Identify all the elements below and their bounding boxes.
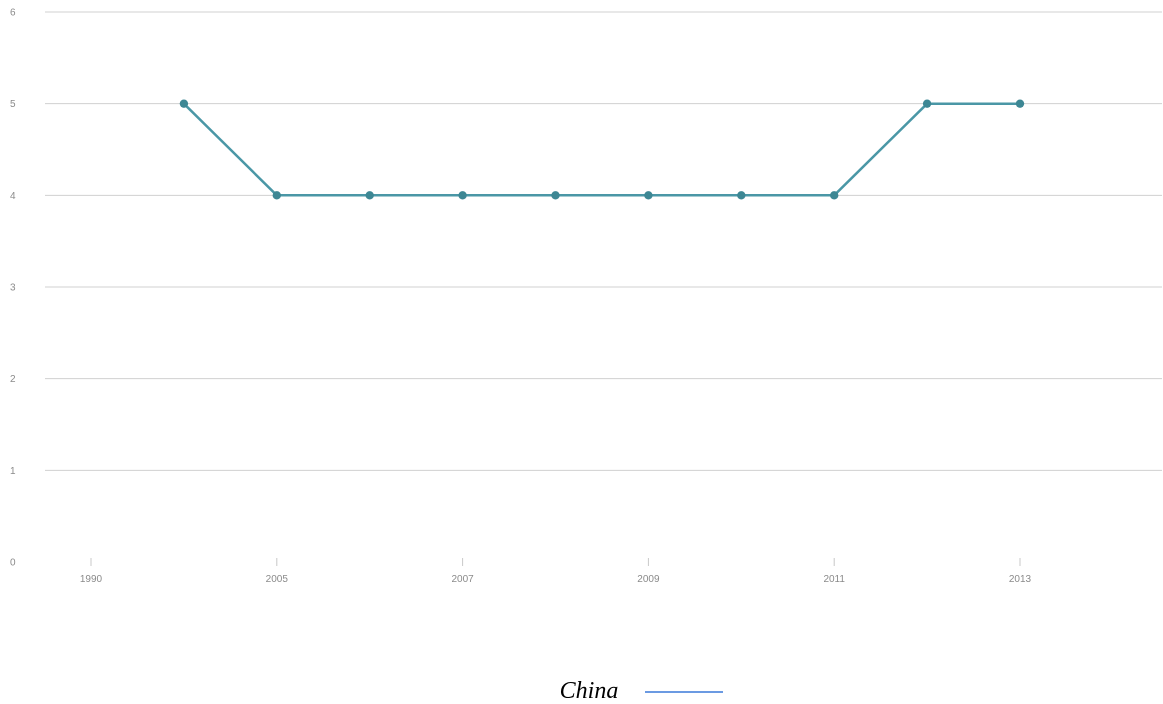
x-tick-label: 2011	[823, 574, 845, 585]
series-line-china	[183, 102, 1020, 197]
data-point-2010[interactable]	[737, 191, 746, 200]
data-point-2006[interactable]	[365, 191, 374, 200]
y-tick-label: 5	[10, 99, 16, 110]
y-tick-label: 4	[10, 191, 16, 202]
data-point-2013[interactable]	[1015, 99, 1025, 108]
data-point-2005[interactable]	[272, 191, 281, 200]
data-point-2007[interactable]	[458, 191, 467, 200]
data-point-2008[interactable]	[551, 191, 560, 200]
x-axis: 1990 2005 2007 2009 2011 2013	[80, 558, 1032, 585]
grid-layer	[45, 11, 1162, 471]
x-tick-label: 2005	[266, 574, 289, 585]
y-tick-label: 3	[10, 283, 16, 294]
x-tick-label: 2013	[1009, 574, 1032, 585]
legend-label: China	[560, 678, 619, 704]
data-point-2009[interactable]	[644, 191, 653, 200]
data-point-2004[interactable]	[179, 99, 189, 108]
y-tick-label: 2	[10, 374, 16, 385]
y-tick-label: 6	[10, 8, 16, 19]
x-tick-label: 1990	[80, 574, 103, 585]
x-tick-label: 2009	[637, 574, 660, 585]
series-layer	[179, 99, 1025, 200]
y-tick-label: 0	[10, 558, 16, 569]
y-tick-label: 1	[10, 466, 16, 477]
legend: China	[560, 678, 723, 704]
y-axis: 0 1 2 3 4 5 6	[10, 8, 16, 569]
data-point-2012[interactable]	[922, 99, 932, 108]
x-tick-label: 2007	[451, 574, 474, 585]
data-point-2011[interactable]	[830, 191, 839, 200]
